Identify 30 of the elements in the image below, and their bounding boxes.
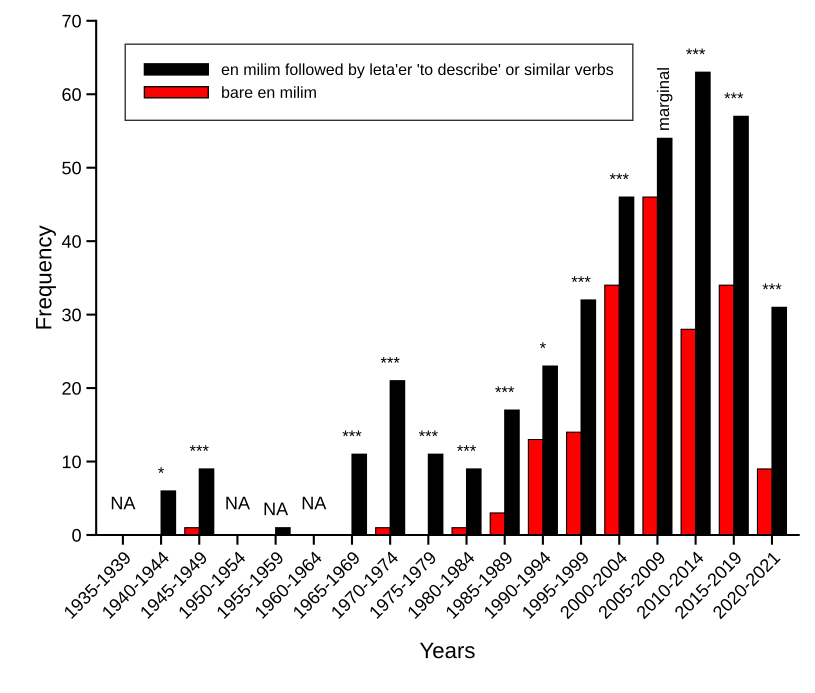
annotation: NA [264,502,288,516]
annotation: *** [572,276,591,282]
legend-label: bare en milim [222,86,316,98]
y-tick-label: 70 [62,14,81,28]
y-tick-label: 60 [62,88,81,101]
legend-label: en milim followed by leta'er 'to describe' or similar verbs [222,63,614,78]
annotation: *** [457,445,476,451]
annotation: *** [418,430,438,436]
annotation: *** [495,386,514,392]
annotation: *** [724,92,744,98]
y-tick-label: 30 [62,308,81,322]
annotation: NA [112,496,136,510]
annotation: * [540,342,546,348]
y-axis-title: Frequency [36,225,56,329]
y-tick-label: 40 [62,235,81,248]
y-tick-label: 10 [62,455,81,468]
annotation: * [158,467,164,474]
annotation: NA [226,496,250,510]
annotation: *** [762,284,782,290]
annotation: *** [610,173,629,180]
annotation: NA [302,496,326,510]
x-axis-title: Years [420,642,475,658]
annotation: *** [342,430,362,436]
annotation: *** [380,356,400,363]
y-tick-label: 0 [72,528,81,542]
annotation: *** [190,445,209,451]
y-tick-label: 50 [62,162,81,174]
annotation: *** [686,48,706,54]
y-tick-label: 20 [62,382,81,395]
annotation: marginal [656,68,672,130]
